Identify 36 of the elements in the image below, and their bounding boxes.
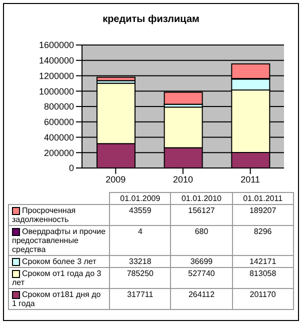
y-tick-label: 1600000 xyxy=(38,40,74,50)
legend-label: Просроченная задолженность xyxy=(8,204,110,226)
data-label: 36699 xyxy=(170,256,232,268)
data-label: 142171 xyxy=(232,256,294,268)
y-tick-label: 800000 xyxy=(44,102,74,112)
y-tick-label: 600000 xyxy=(44,117,74,128)
data-label: 189207 xyxy=(232,204,294,226)
data-label: 43559 xyxy=(110,204,171,226)
text: 01.01.2011 xyxy=(232,192,294,204)
legend-label: Сроком более 3 лет xyxy=(8,256,110,268)
legend-label: Сроком от1 года до 3 лет xyxy=(8,268,110,288)
y-tick-label: 1000000 xyxy=(38,86,74,96)
y-tick-label: 0 xyxy=(68,163,74,174)
x-tick-label: 2009 xyxy=(106,174,126,184)
text: 01.01.2009 xyxy=(110,192,171,204)
data-label: 156127 xyxy=(170,204,232,226)
y-tick-label: 1200000 xyxy=(38,70,74,81)
data-label: 4 xyxy=(110,226,171,256)
legend-label: Сроком от181 дня до 1 года xyxy=(8,288,110,310)
y-tick-label: 400000 xyxy=(44,132,74,142)
data-label: 33218 xyxy=(110,256,171,268)
data-label: 264112 xyxy=(170,288,232,310)
data-label: 317711 xyxy=(110,288,171,310)
data-label: 785250 xyxy=(110,268,171,288)
chart-title: кредиты физлицам xyxy=(102,14,200,25)
x-tick-label: 2010 xyxy=(172,174,194,184)
y-tick-label: 1400000 xyxy=(38,56,74,66)
text: 01.01.2010 xyxy=(170,192,232,204)
data-label: 527740 xyxy=(170,268,232,288)
data-label: 680 xyxy=(170,226,232,256)
y-tick-label: 200000 xyxy=(44,148,74,158)
x-tick-label: 2011 xyxy=(240,174,260,184)
data-label: 8296 xyxy=(232,226,294,256)
legend-label: Овердрафты и прочие предоставленные средства xyxy=(8,226,110,256)
data-label: 201170 xyxy=(232,288,294,310)
data-label: 813058 xyxy=(232,268,294,288)
